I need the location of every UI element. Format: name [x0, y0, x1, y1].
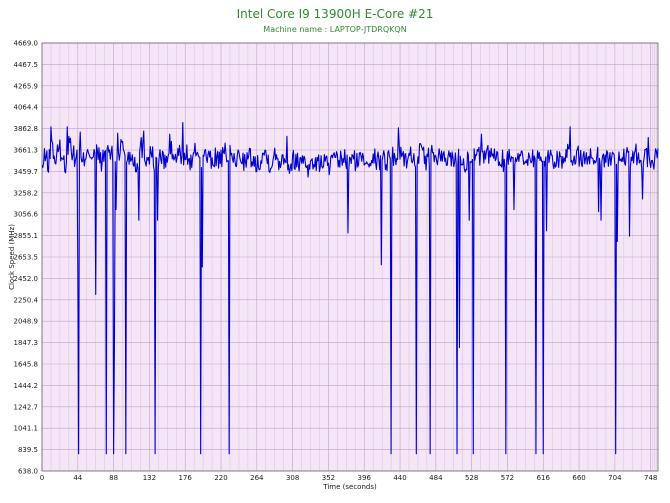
x-tick-label: 352: [322, 474, 335, 482]
plot-border: [41, 42, 659, 472]
chart-subtitle: Machine name : LAPTOP-JTDRQKQN: [263, 25, 407, 34]
x-tick-label: 440: [393, 474, 406, 482]
y-tick-label: 3258.2: [14, 189, 39, 197]
x-tick-label: 660: [572, 474, 585, 482]
x-tick-label: 528: [465, 474, 478, 482]
x-tick-label: 616: [537, 474, 551, 482]
y-tick-label: 1242.7: [14, 403, 39, 411]
x-tick-label: 132: [143, 474, 156, 482]
x-tick-label: 88: [109, 474, 118, 482]
y-tick-label: 4265.9: [14, 82, 39, 90]
x-tick-label: 176: [179, 474, 193, 482]
y-tick-label: 3459.7: [14, 168, 39, 176]
y-tick-label: 2048.9: [14, 318, 39, 326]
y-tick-label: 4669.0: [14, 40, 39, 48]
y-tick-label: 638.0: [18, 468, 38, 476]
x-tick-label: 396: [358, 474, 372, 482]
x-tick-label: 264: [250, 474, 264, 482]
x-tick-label: 572: [501, 474, 514, 482]
clock-speed-series-line: [41, 121, 659, 455]
x-axis-label: Time (seconds): [322, 483, 377, 491]
y-axis-label: Clock Speed (MHz): [8, 224, 16, 290]
x-tick-label: 0: [40, 474, 44, 482]
chart-title: Intel Core I9 13900H E-Core #21: [236, 7, 434, 21]
y-tick-label: 2855.1: [14, 232, 39, 240]
y-tick-label: 3056.6: [14, 211, 39, 219]
y-tick-label: 1847.3: [14, 339, 39, 347]
y-tick-label: 1444.2: [14, 382, 39, 390]
x-tick-label: 748: [644, 474, 657, 482]
y-tick-label: 2653.5: [14, 254, 39, 262]
y-tick-label: 2250.4: [14, 296, 39, 304]
y-tick-label: 4467.5: [14, 61, 39, 69]
y-tick-label: 4064.4: [14, 104, 39, 112]
y-tick-label: 3661.3: [14, 146, 39, 154]
x-tick-label: 220: [214, 474, 227, 482]
x-tick-label: 308: [286, 474, 299, 482]
x-tick-label: 704: [608, 474, 622, 482]
y-tick-label: 2452.0: [14, 275, 39, 283]
y-tick-label: 839.5: [18, 446, 38, 454]
x-tick-label: 44: [73, 474, 82, 482]
y-tick-label: 1041.1: [14, 425, 39, 433]
x-tick-label: 484: [429, 474, 443, 482]
y-tick-label: 1645.8: [14, 360, 39, 368]
y-tick-label: 3862.8: [14, 125, 39, 133]
